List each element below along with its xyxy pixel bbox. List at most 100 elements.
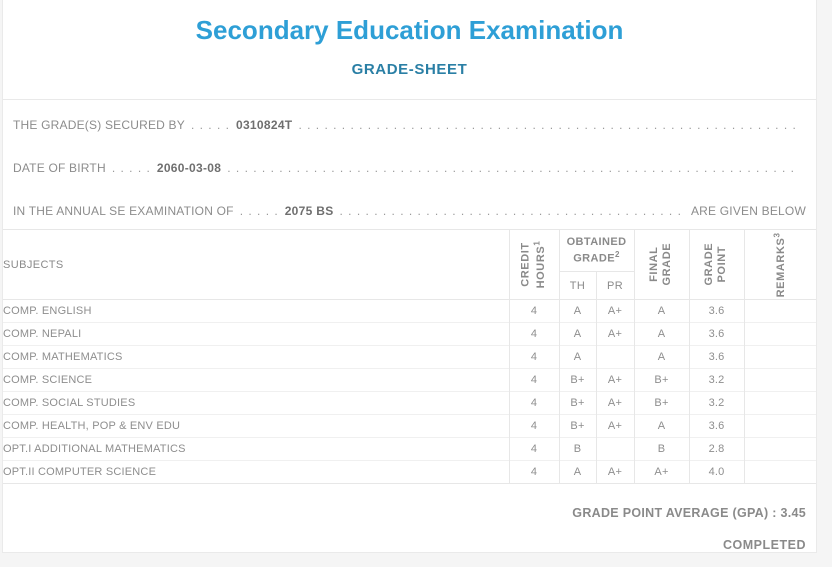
summary-section: GRADE POINT AVERAGE (GPA) : 3.45 COMPLET… xyxy=(3,505,816,553)
table-subheader-row: TH PR xyxy=(3,271,816,300)
gpa-line: GRADE POINT AVERAGE (GPA) : 3.45 xyxy=(572,506,806,520)
final-grade-cell: A+ xyxy=(633,460,690,484)
dot-leader: . . . . . xyxy=(111,161,151,175)
remarks-cell xyxy=(743,345,817,369)
grade-point-label: GRADE POINT xyxy=(703,243,729,286)
credit-cell: 4 xyxy=(508,345,559,369)
candidate-info: THE GRADE(S) SECURED BY . . . . . 031082… xyxy=(3,100,816,229)
table-row: COMP. SOCIAL STUDIES 4 B+ A+ B+ 3.2 xyxy=(3,391,817,415)
remarks-cell xyxy=(743,391,817,415)
remarks-footnote: 3 xyxy=(772,232,782,238)
info-line-date-of-birth: DATE OF BIRTH . . . . . 2060-03-08 . . .… xyxy=(13,143,806,186)
col-header-subjects: SUBJECTS xyxy=(3,229,509,300)
th-grade-cell: B+ xyxy=(558,368,596,392)
pr-grade-cell: A+ xyxy=(595,322,635,346)
table-row: OPT.I ADDITIONAL MATHEMATICS 4 B B 2.8 xyxy=(3,437,817,461)
final-grade-cell: A xyxy=(633,414,690,438)
final-grade-cell: A xyxy=(633,322,690,346)
pr-grade-cell: A+ xyxy=(595,414,635,438)
th-grade-cell: A xyxy=(558,299,596,323)
are-given-below-label: ARE GIVEN BELOW xyxy=(690,204,806,218)
grade-point-cell: 3.2 xyxy=(688,368,745,392)
remarks-label: REMARKS xyxy=(775,237,787,297)
date-of-birth-label: DATE OF BIRTH xyxy=(13,161,106,175)
col-header-grade-point: GRADE POINT xyxy=(688,229,745,300)
final-grade-cell: B+ xyxy=(633,391,690,415)
credit-cell: 4 xyxy=(508,368,559,392)
grade-point-cell: 4.0 xyxy=(688,460,745,484)
credit-cell: 4 xyxy=(508,437,559,461)
obtained-grade-footnote: 2 xyxy=(614,249,620,259)
date-of-birth-value: 2060-03-08 xyxy=(156,161,222,175)
pr-grade-cell: A+ xyxy=(595,391,635,415)
remarks-cell xyxy=(743,460,817,484)
th-grade-cell: B xyxy=(558,437,596,461)
table-row: COMP. NEPALI 4 A A+ A 3.6 xyxy=(3,322,817,346)
info-line-secured-by: THE GRADE(S) SECURED BY . . . . . 031082… xyxy=(13,100,806,143)
remarks-cell xyxy=(743,299,817,323)
remarks-cell xyxy=(743,414,817,438)
obtained-grade-label: OBTAINED GRADE xyxy=(566,235,627,265)
grade-point-cell: 3.6 xyxy=(688,345,745,369)
final-grade-label: FINAL GRADE xyxy=(648,243,674,286)
credit-cell: 4 xyxy=(508,460,559,484)
th-grade-cell: A xyxy=(558,322,596,346)
credit-cell: 4 xyxy=(508,299,559,323)
dot-leader: . . . . . xyxy=(239,204,279,218)
examination-label: IN THE ANNUAL SE EXAMINATION OF xyxy=(13,204,234,218)
th-grade-cell: B+ xyxy=(558,391,596,415)
subject-cell: OPT.I ADDITIONAL MATHEMATICS xyxy=(3,437,509,461)
dot-leader: . . . . . xyxy=(190,118,230,132)
subject-cell: COMP. HEALTH, POP & ENV EDU xyxy=(3,414,509,438)
col-header-obtained-grade: OBTAINED GRADE2 xyxy=(558,229,635,272)
subject-cell: COMP. NEPALI xyxy=(3,322,509,346)
credit-hours-footnote: 1 xyxy=(532,240,542,246)
subject-cell: OPT.II COMPUTER SCIENCE xyxy=(3,460,509,484)
subject-cell: COMP. MATHEMATICS xyxy=(3,345,509,369)
table-row: OPT.II COMPUTER SCIENCE 4 A A+ A+ 4.0 xyxy=(3,460,817,484)
remarks-cell xyxy=(743,437,817,461)
pr-grade-cell: A+ xyxy=(595,368,635,392)
col-header-credit-hours: CREDIT HOURS1 xyxy=(508,229,559,300)
examination-year-value: 2075 BS xyxy=(284,204,334,218)
pr-grade-cell xyxy=(595,437,635,461)
dot-leader-fill: . . . . . . . . . . . . . . . . . . . . … xyxy=(339,204,685,218)
symbol-number-value: 0310824T xyxy=(235,118,293,132)
subject-cell: COMP. ENGLISH xyxy=(3,299,509,323)
credit-cell: 4 xyxy=(508,322,559,346)
credit-cell: 4 xyxy=(508,414,559,438)
table-row: COMP. HEALTH, POP & ENV EDU 4 B+ A+ A 3.… xyxy=(3,414,817,438)
subject-cell: COMP. SOCIAL STUDIES xyxy=(3,391,509,415)
credit-cell: 4 xyxy=(508,391,559,415)
remarks-cell xyxy=(743,368,817,392)
grade-point-cell: 3.6 xyxy=(688,299,745,323)
status-completed: COMPLETED xyxy=(723,538,806,552)
final-grade-cell: B+ xyxy=(633,368,690,392)
info-line-examination: IN THE ANNUAL SE EXAMINATION OF . . . . … xyxy=(13,186,806,229)
col-header-pr: PR xyxy=(595,271,635,300)
table-row: COMP. SCIENCE 4 B+ A+ B+ 3.2 xyxy=(3,368,817,392)
col-header-th: TH xyxy=(558,271,596,300)
final-grade-cell: A xyxy=(633,299,690,323)
th-grade-cell: A xyxy=(558,345,596,369)
col-header-remarks: REMARKS3 xyxy=(743,229,817,300)
subject-cell: COMP. SCIENCE xyxy=(3,368,509,392)
table-header-row: SUBJECTS CREDIT HOURS1 OBTAINED GRADE2 F… xyxy=(3,229,817,300)
pr-grade-cell: A+ xyxy=(595,299,635,323)
col-header-final-grade: FINAL GRADE xyxy=(633,229,690,300)
divider xyxy=(3,99,816,100)
grade-point-cell: 3.6 xyxy=(688,414,745,438)
page-subtitle: GRADE-SHEET xyxy=(351,61,468,78)
grade-sheet-panel: Secondary Education Examination GRADE-SH… xyxy=(2,0,817,553)
grade-point-cell: 3.2 xyxy=(688,391,745,415)
dot-leader-fill: . . . . . . . . . . . . . . . . . . . . … xyxy=(227,161,800,175)
pr-grade-cell: A+ xyxy=(595,460,635,484)
th-grade-cell: B+ xyxy=(558,414,596,438)
pr-grade-cell xyxy=(595,345,635,369)
remarks-cell xyxy=(743,322,817,346)
dot-leader-fill: . . . . . . . . . . . . . . . . . . . . … xyxy=(298,118,800,132)
grade-point-cell: 3.6 xyxy=(688,322,745,346)
grades-table: SUBJECTS CREDIT HOURS1 OBTAINED GRADE2 F… xyxy=(3,229,817,484)
secured-by-label: THE GRADE(S) SECURED BY xyxy=(13,118,185,132)
table-row: COMP. MATHEMATICS 4 A A 3.6 xyxy=(3,345,817,369)
